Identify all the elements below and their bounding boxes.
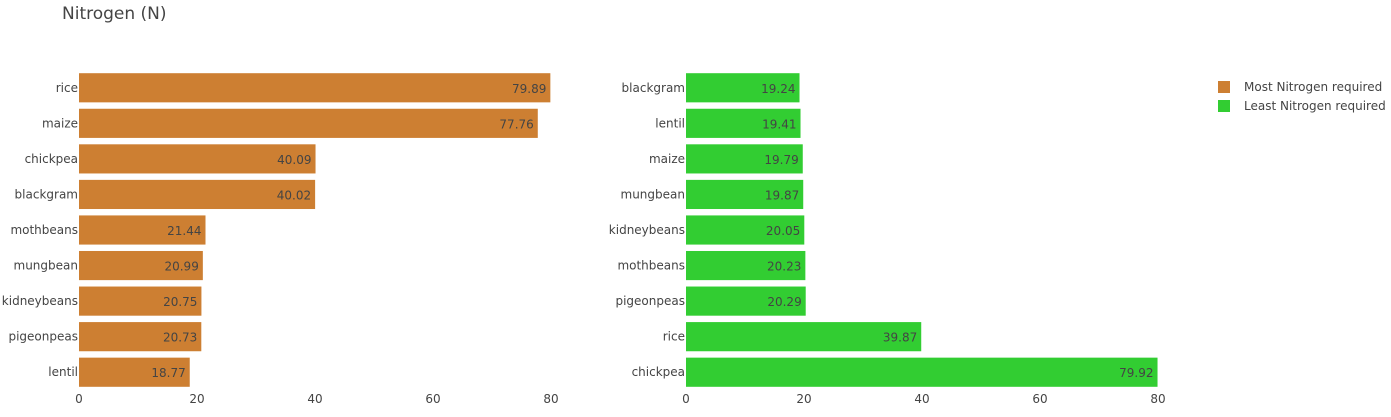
category-label: rice [56,81,78,95]
value-label: 20.99 [164,260,198,274]
chart-panel-most: rice 79.89 maize 77.76 chickpea 40.09 blackgra… [2,73,559,406]
bar-least[interactable] [686,322,922,352]
category-label: maize [42,116,78,130]
value-label: 40.09 [277,153,311,167]
value-label: 21.44 [167,224,201,238]
x-tick-label: 60 [1032,392,1047,406]
category-label: lentil [48,365,78,379]
category-label: lentil [655,116,685,130]
value-label: 39.87 [883,331,917,345]
value-label: 18.77 [151,366,185,380]
legend[interactable]: Most Nitrogen required Least Nitrogen re… [1218,77,1386,115]
legend-label-least: Least Nitrogen required [1244,98,1386,113]
bar-least[interactable] [686,215,805,245]
value-label: 20.73 [163,331,197,345]
category-label: blackgram [622,81,685,95]
x-tick-label: 40 [307,392,322,406]
x-tick-label: 0 [682,392,690,406]
value-label: 19.24 [761,82,795,96]
bar-most[interactable] [79,179,316,210]
bar-most[interactable] [79,322,202,352]
value-label: 40.02 [277,188,311,202]
value-label: 19.79 [764,153,798,167]
x-tick-label: 20 [796,392,811,406]
category-label: mungbean [14,259,78,273]
legend-swatch-most [1218,80,1230,93]
bar-most[interactable] [79,215,206,245]
value-label: 20.05 [766,224,800,238]
bar-most[interactable] [79,144,316,174]
bar-least[interactable] [686,144,803,174]
category-label: rice [663,330,685,344]
x-tick-label: 80 [543,392,558,406]
value-label: 79.92 [1119,366,1153,380]
bar-most[interactable] [79,73,551,103]
bar-least[interactable] [686,357,1158,387]
chart-panel-least: blackgram 19.24 lentil 19.41 maize 19.79 mungb… [609,73,1166,406]
category-label: maize [649,152,685,166]
x-tick-label: 60 [425,392,440,406]
bar-least[interactable] [686,250,806,281]
legend-label-most: Most Nitrogen required [1244,79,1383,94]
category-label: chickpea [25,152,78,166]
bar-most[interactable] [79,286,202,316]
value-label: 20.75 [163,295,197,309]
value-label: 77.76 [499,117,533,131]
value-label: 79.89 [512,82,546,96]
bar-least[interactable] [686,179,804,210]
value-label: 20.29 [767,295,801,309]
x-tick-label: 80 [1150,392,1165,406]
category-label: chickpea [632,365,685,379]
bar-least[interactable] [686,108,801,138]
legend-item-most[interactable]: Most Nitrogen required [1218,77,1386,96]
bar-most[interactable] [79,250,203,281]
bar-least[interactable] [686,73,800,103]
value-label: 19.87 [765,188,799,202]
category-label: pigeonpeas [8,330,78,344]
category-label: mungbean [621,187,685,201]
x-tick-label: 20 [189,392,204,406]
value-label: 19.41 [762,117,796,131]
value-label: 20.23 [767,260,801,274]
legend-item-least[interactable]: Least Nitrogen required [1218,96,1386,115]
x-tick-label: 40 [914,392,929,406]
bar-least[interactable] [686,286,806,316]
category-label: pigeonpeas [615,294,685,308]
bar-most[interactable] [79,108,538,138]
chart-title: Nitrogen (N) [62,4,167,24]
category-label: mothbeans [617,259,685,273]
bar-most[interactable] [79,357,190,387]
x-tick-label: 0 [75,392,83,406]
category-label: blackgram [15,187,78,201]
category-label: mothbeans [10,223,78,237]
category-label: kidneybeans [2,294,78,308]
category-label: kidneybeans [609,223,685,237]
legend-swatch-least [1218,99,1230,112]
